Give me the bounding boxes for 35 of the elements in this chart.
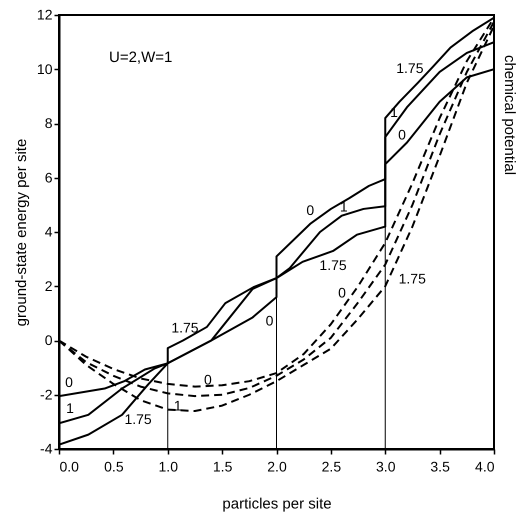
x-tick-label: 0.5 (104, 458, 124, 474)
annotation: 0 (398, 126, 406, 142)
y-tick-label: 6 (44, 169, 53, 186)
x-tick-label: 2.0 (267, 458, 287, 474)
annotation: 0 (338, 284, 346, 300)
annotation: 1.75 (124, 410, 152, 427)
y-tick-label: -4 (40, 440, 53, 456)
y2-axis-title: chemical potential (501, 54, 518, 176)
annotation: 1.75 (319, 256, 347, 273)
x-tick-label: 4.0 (475, 458, 495, 474)
x-tick-label: 1.0 (158, 458, 178, 474)
y-tick-label: -2 (40, 386, 53, 402)
annotation: 0 (266, 312, 274, 328)
y-tick-label: 12 (36, 6, 53, 22)
annotation: 0 (204, 372, 212, 388)
x-tick-label: 3.0 (376, 458, 396, 474)
annotation: 1.75 (396, 60, 424, 76)
x-tick-label: 0.0 (60, 458, 80, 474)
y-tick-label: 2 (44, 278, 53, 294)
y-tick-label: 4 (44, 224, 53, 240)
x-tick-label: 1.5 (212, 458, 233, 474)
annotation: U=2,W=1 (109, 49, 172, 66)
y-tick-label: 0 (44, 332, 53, 348)
annotation: 0 (306, 202, 314, 218)
annotation: 1.75 (398, 270, 426, 286)
annotation: 1.75 (171, 320, 199, 336)
y-tick-label: 8 (44, 115, 53, 131)
x-tick-label: 3.5 (430, 458, 450, 474)
annotation: 1 (66, 400, 74, 416)
x-axis-title: particles per site (222, 496, 332, 512)
x-tick-label: 2.5 (322, 458, 342, 474)
annotation: 0 (65, 374, 74, 390)
y-axis-title: ground-state energy per site (12, 138, 30, 326)
annotation: 1 (174, 397, 182, 414)
y-tick-label: 10 (36, 60, 53, 77)
